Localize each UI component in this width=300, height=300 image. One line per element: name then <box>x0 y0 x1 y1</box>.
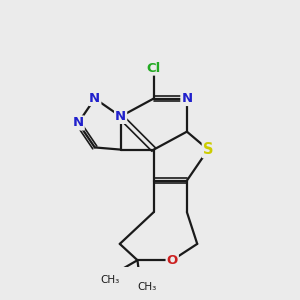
Text: CH₃: CH₃ <box>137 282 157 292</box>
Text: N: N <box>73 116 84 130</box>
Text: CH₃: CH₃ <box>100 275 120 285</box>
Text: Cl: Cl <box>147 61 161 75</box>
Text: O: O <box>167 254 178 267</box>
Text: N: N <box>181 92 193 105</box>
Text: N: N <box>115 110 126 123</box>
Text: N: N <box>89 92 100 105</box>
Text: S: S <box>203 142 213 157</box>
